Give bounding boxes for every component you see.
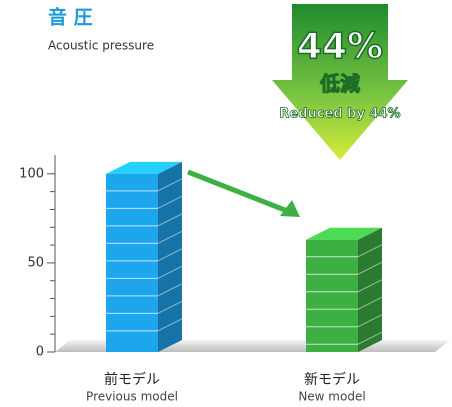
x-tick-label: 新モデル	[304, 371, 360, 388]
y-tick-label: 0	[36, 345, 44, 360]
y-tick-label: 50	[27, 255, 44, 270]
x-tick-label: 前モデル	[104, 371, 160, 388]
x-tick-label-en: New model	[298, 390, 365, 404]
compare-arrow	[188, 172, 290, 212]
bar-side	[158, 162, 182, 352]
annotation-label-en: Reduced by 44%	[279, 107, 400, 122]
x-tick-label-en: Previous model	[86, 390, 178, 404]
y-tick-label: 100	[19, 166, 44, 181]
chart-subtitle: Acoustic pressure	[48, 39, 154, 53]
annotation-label-jp: 低減	[319, 72, 360, 96]
chart: 音 圧 Acoustic pressure 44% 低減 Reduced by …	[0, 0, 452, 407]
bar	[106, 174, 158, 352]
chart-title: 音 圧	[48, 6, 93, 29]
annotation-percent: 44%	[297, 26, 383, 67]
